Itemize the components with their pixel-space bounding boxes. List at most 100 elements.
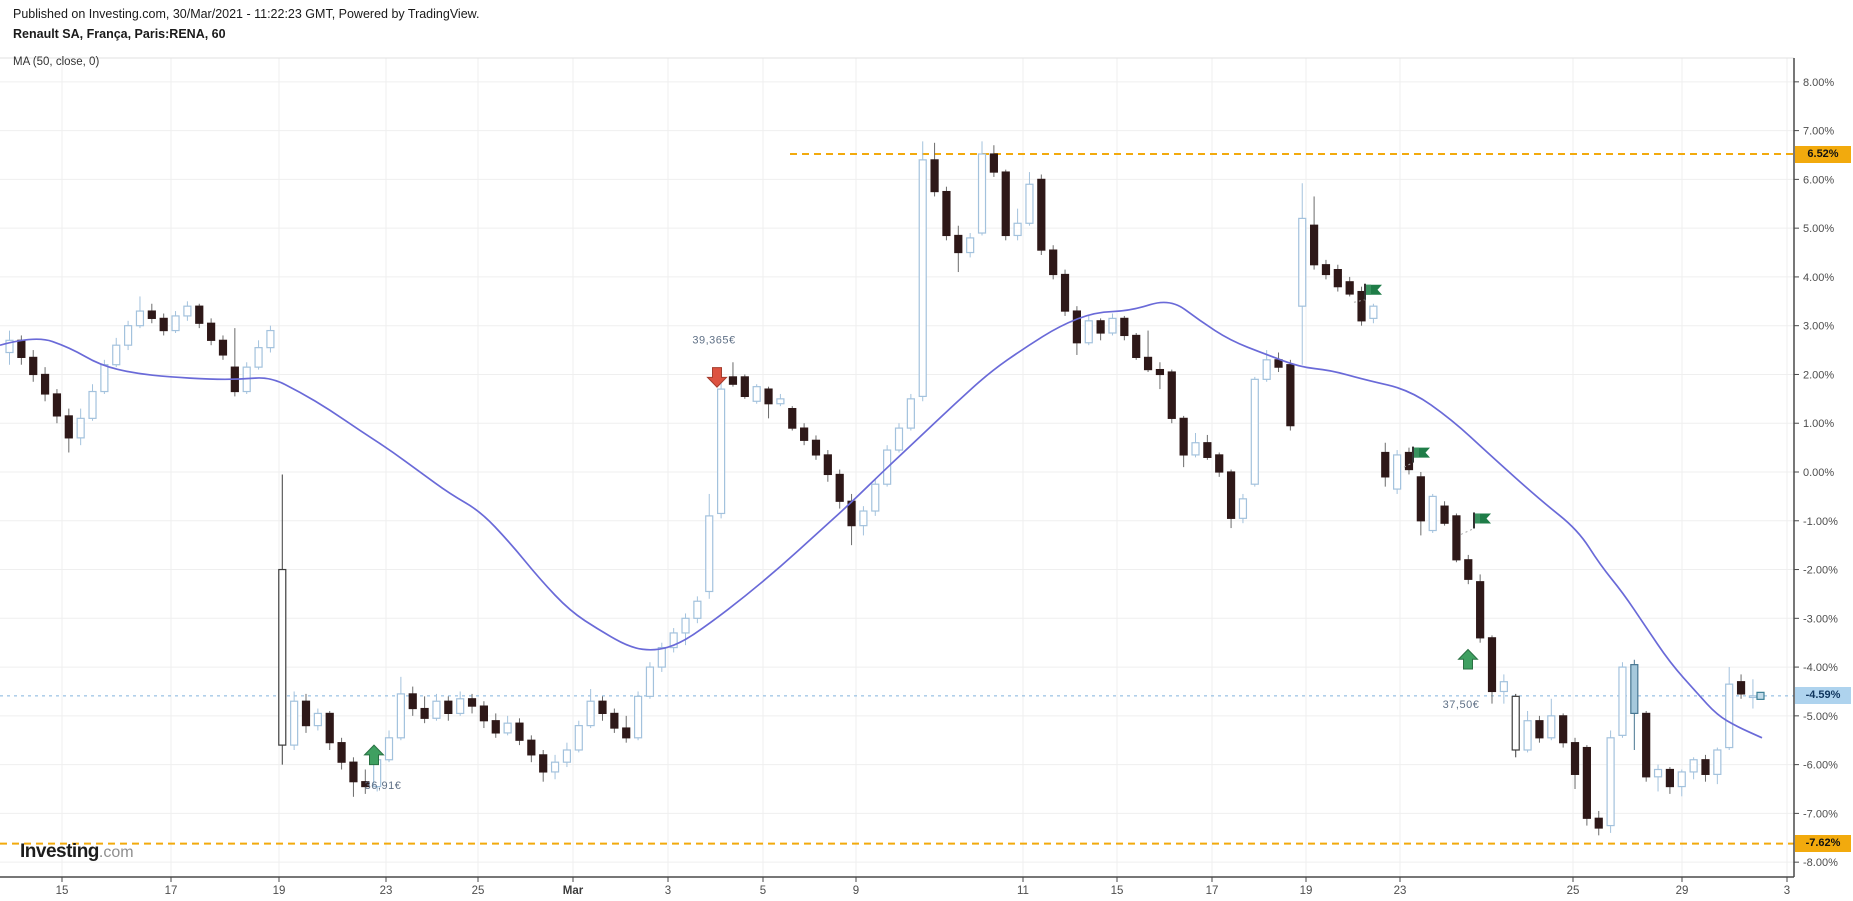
candle [290,691,299,750]
candle [752,384,761,404]
published-line: Published on Investing.com, 30/Mar/2021 … [13,7,480,21]
candle [1120,315,1129,341]
logo-text-suffix: .com [98,844,134,861]
candle [776,393,785,407]
candle [76,408,85,446]
candle [835,469,844,509]
y-axis-label: -5.00% [1803,711,1838,723]
ma-line [0,301,1763,739]
candle [1464,554,1473,585]
candle [408,686,417,716]
candle [1736,674,1746,699]
low-price-badge: -7.62% [1795,835,1851,853]
candle [183,301,192,321]
candle [432,693,441,721]
candle [1570,737,1580,790]
candle [1143,330,1153,373]
candle [52,389,62,424]
candle [301,693,311,733]
candle [930,142,939,197]
candle [325,710,334,750]
candle [1653,764,1663,792]
candle [159,313,168,336]
candle [1369,303,1378,324]
y-axis-label: 6.00% [1803,174,1834,186]
candle [123,320,133,351]
candle [1167,369,1176,424]
candle [764,386,773,419]
candle [1393,450,1402,494]
y-axis-label: 2.00% [1803,369,1834,381]
y-axis-label: -6.00% [1803,760,1838,772]
x-axis-label: 3 [665,885,671,897]
candle [515,718,524,746]
candle-series [5,141,1758,836]
candle [254,340,263,370]
candle [1321,259,1331,280]
candle [40,367,50,402]
candle [1440,501,1449,526]
high-price-badge: 6.52% [1795,145,1851,163]
candle [918,141,927,402]
candle [1345,276,1354,297]
candle [444,696,453,721]
candle [1132,333,1141,360]
candle [1238,493,1248,524]
candle [527,735,536,763]
y-axis-label: 1.00% [1803,418,1834,430]
y-axis-label: 0.00% [1803,467,1834,479]
ma-indicator-label[interactable]: MA (50, close, 0) [13,56,100,68]
candle [147,303,156,324]
buy-arrow-icon [363,744,385,766]
candle [574,720,583,753]
candle [871,479,880,516]
y-axis-label: -7.00% [1803,808,1838,820]
candle [230,328,239,397]
x-axis-label: 19 [273,885,286,897]
x-axis-label: 11 [1017,885,1029,897]
candle [1487,635,1497,704]
logo-text-bold: Investing [20,841,99,862]
x-axis-label: 15 [56,885,69,897]
candle [1060,269,1070,316]
candle [1701,754,1710,782]
y-axis-label: -4.00% [1803,662,1838,674]
instrument-title: Renault SA, França, Paris:RENA, 60 [13,27,226,41]
candle [586,689,595,729]
level-lines [0,153,1794,845]
y-axis-label: -8.00% [1803,857,1838,869]
y-axis-label: -2.00% [1803,565,1838,577]
y-axis-label: 8.00% [1803,77,1834,89]
candle [1357,286,1366,326]
candle [550,754,560,780]
candle [1274,352,1283,373]
candle [906,393,915,431]
candle [1713,747,1722,785]
candle [1642,710,1651,782]
sell-arrow-icon [706,367,728,388]
candle [1559,713,1568,748]
axes: 8.00% 7.00% 6.00% 5.00% 4.00% 3.00% 2.00% 1.00%… [0,58,1838,897]
candle [657,642,666,672]
candle [1203,434,1212,460]
candle [1725,667,1734,750]
candle [811,435,821,460]
candle [740,374,749,399]
candle [1096,318,1105,341]
candle [1630,659,1639,750]
candle [728,362,738,387]
candle [1179,415,1188,468]
x-axis-label: 23 [1394,885,1407,897]
candle [278,474,287,765]
candle [1618,662,1627,738]
candle [1333,264,1342,292]
y-axis-label: 5.00% [1803,223,1834,235]
candle [622,715,631,743]
last-price-marker [1756,691,1765,700]
x-axis-label: Mar [563,885,584,897]
candle [1452,513,1461,563]
candle [1689,757,1698,780]
candle [894,423,904,453]
